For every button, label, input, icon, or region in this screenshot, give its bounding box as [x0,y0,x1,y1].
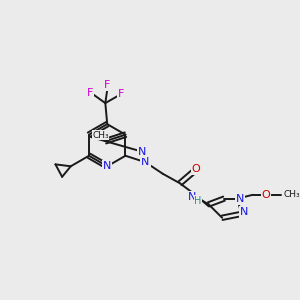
Text: F: F [117,89,124,100]
Text: N: N [236,194,244,204]
Text: H: H [194,196,202,206]
Text: CH₃: CH₃ [92,131,109,140]
Text: N: N [188,192,196,202]
Text: N: N [240,207,248,217]
Text: N: N [138,147,146,157]
Text: F: F [104,80,110,90]
Text: CH₃: CH₃ [284,190,300,199]
Text: N: N [141,157,150,167]
Text: O: O [262,190,271,200]
Text: O: O [192,164,201,174]
Text: N: N [103,161,111,171]
Text: F: F [87,88,93,98]
